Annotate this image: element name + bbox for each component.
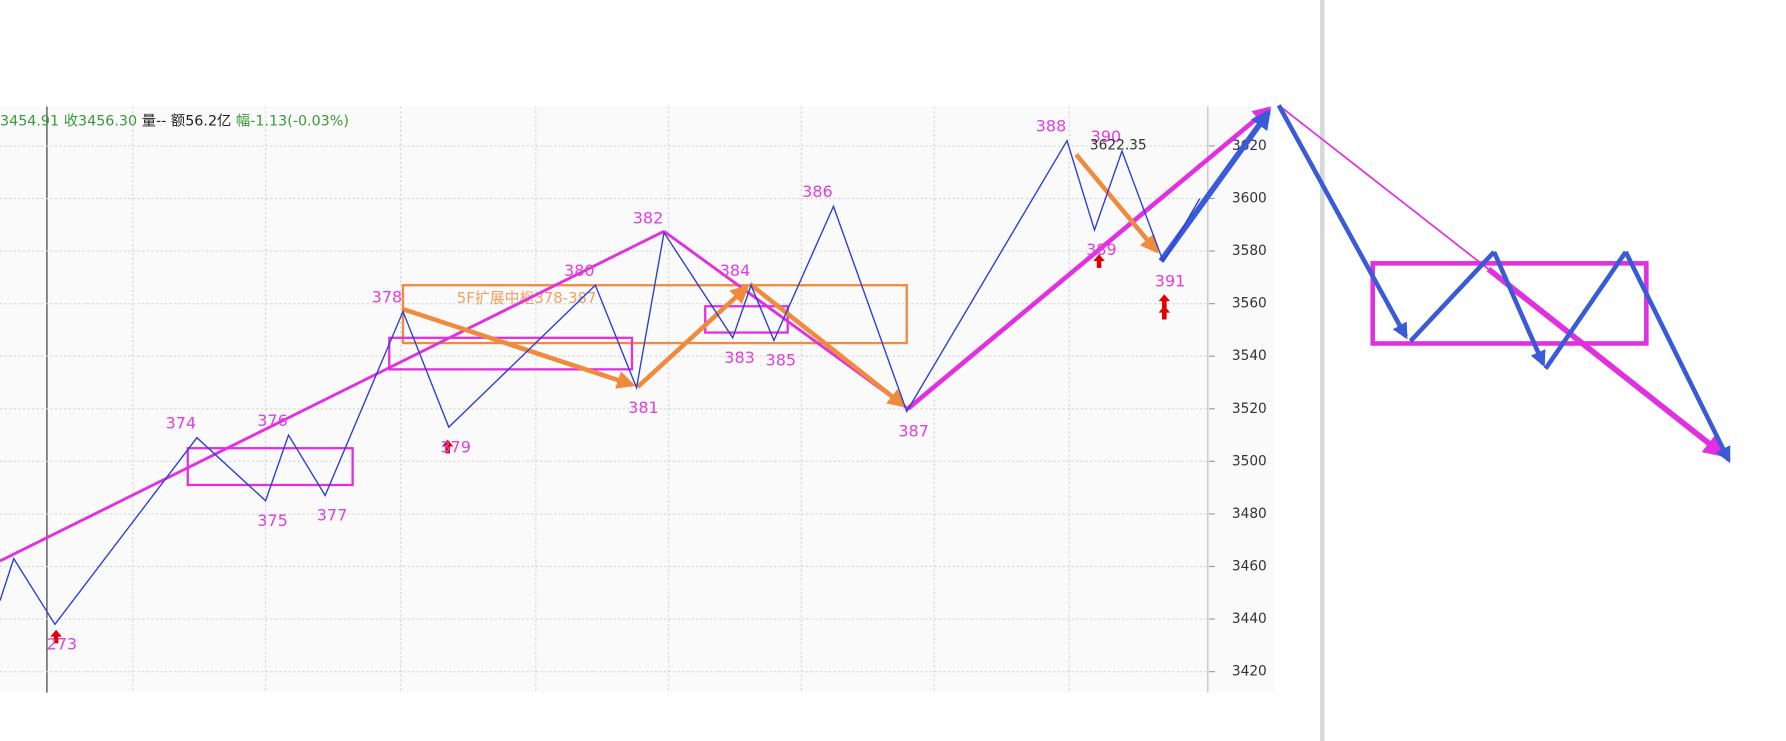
y-tick-label: 3420 <box>1232 664 1267 680</box>
wave-label: 377 <box>317 506 348 525</box>
wave-label: 376 <box>257 411 288 430</box>
wave-line <box>1408 250 1496 343</box>
buy-arrow <box>1093 254 1105 268</box>
y-tick-label: 3500 <box>1232 453 1267 469</box>
header-item: 量-- <box>142 113 167 129</box>
header-item: 收3456.30 <box>64 112 137 129</box>
y-tick-label: 3600 <box>1232 190 1267 206</box>
trend-arrow <box>906 106 1272 411</box>
buy-arrow <box>1158 294 1171 308</box>
wave-label: 383 <box>724 348 755 367</box>
wave-label: 388 <box>1036 116 1067 135</box>
wave-label: 387 <box>898 422 929 441</box>
wave-label: 273 <box>47 634 78 653</box>
orange-arrow <box>402 306 636 389</box>
y-tick-label: 3520 <box>1232 401 1267 417</box>
pivot-zone <box>704 305 789 334</box>
high-price-label: 3622.35 <box>1090 137 1147 153</box>
wave-label: 391 <box>1155 272 1186 291</box>
wave-line <box>1543 250 1628 370</box>
plot-background <box>0 106 1275 693</box>
header-item: 幅-1.13(-0.03%) <box>236 112 349 129</box>
wave-arrow <box>1491 250 1546 368</box>
wave-label: 382 <box>633 208 664 227</box>
wave-label: 374 <box>166 413 197 432</box>
panel-divider <box>1320 0 1325 741</box>
y-tick-label: 3540 <box>1232 348 1267 364</box>
trend-line <box>0 230 665 563</box>
y-tick-label: 3560 <box>1232 296 1267 312</box>
y-tick-label: 3580 <box>1232 243 1267 259</box>
trend-line <box>1278 104 1489 270</box>
trend-arrow <box>1486 266 1727 458</box>
annotations <box>0 106 1272 644</box>
y-tick-label: 3460 <box>1232 558 1267 574</box>
blue-arrow <box>1158 108 1271 263</box>
wave-label: 385 <box>766 351 797 370</box>
wave-arrow <box>1623 250 1731 464</box>
quote-header: 3454.91 收3456.30 量-- 额56.2亿 幅-1.13(-0.03%) <box>0 112 349 129</box>
wave-arrow <box>1276 104 1408 340</box>
wave-label: 379 <box>440 437 471 456</box>
wave-label: 389 <box>1086 240 1117 259</box>
wave-label: 384 <box>720 261 751 280</box>
orange-arrow <box>748 282 907 408</box>
buy-arrow <box>1158 305 1171 320</box>
orange-arrow <box>636 284 750 389</box>
pivot-box <box>1370 261 1649 346</box>
grid: 3420 3440 3460 3480 3500 3520 3540 3560 3580 3600… <box>0 106 1267 693</box>
y-tick-label: 3440 <box>1232 611 1267 627</box>
pattern-diagram <box>1276 104 1731 464</box>
buy-arrow <box>50 629 62 644</box>
orange-arrow <box>1074 153 1159 254</box>
wave-label: 375 <box>257 511 288 530</box>
wave-label: 386 <box>802 182 833 201</box>
wave-label: 380 <box>564 261 595 280</box>
wave-label: 381 <box>628 398 659 417</box>
zigzag-line <box>0 138 1201 626</box>
header-item: 额56.2亿 <box>171 112 231 129</box>
buy-signals <box>50 254 1171 644</box>
y-tick-label: 3480 <box>1232 506 1267 522</box>
header-item: 3454.91 <box>0 113 59 129</box>
wave-label: 378 <box>372 287 403 306</box>
pivot-zone <box>388 336 634 371</box>
wave-label: 390 <box>1091 127 1122 146</box>
